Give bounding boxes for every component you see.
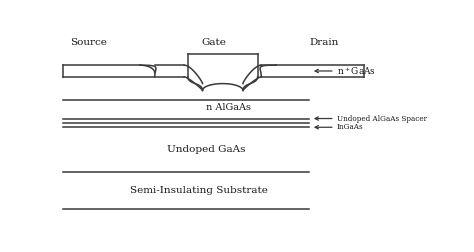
Text: Undoped GaAs: Undoped GaAs <box>167 145 246 154</box>
Text: Gate: Gate <box>201 38 226 47</box>
Text: Semi-Insulating Substrate: Semi-Insulating Substrate <box>130 186 268 195</box>
Text: n$^+$GaAs: n$^+$GaAs <box>337 65 376 77</box>
Text: Source: Source <box>70 38 107 47</box>
Text: InGaAs: InGaAs <box>337 123 363 131</box>
Text: Undoped AlGaAs Spacer: Undoped AlGaAs Spacer <box>337 114 427 122</box>
Text: n AlGaAs: n AlGaAs <box>206 103 251 112</box>
Text: Drain: Drain <box>309 38 338 47</box>
